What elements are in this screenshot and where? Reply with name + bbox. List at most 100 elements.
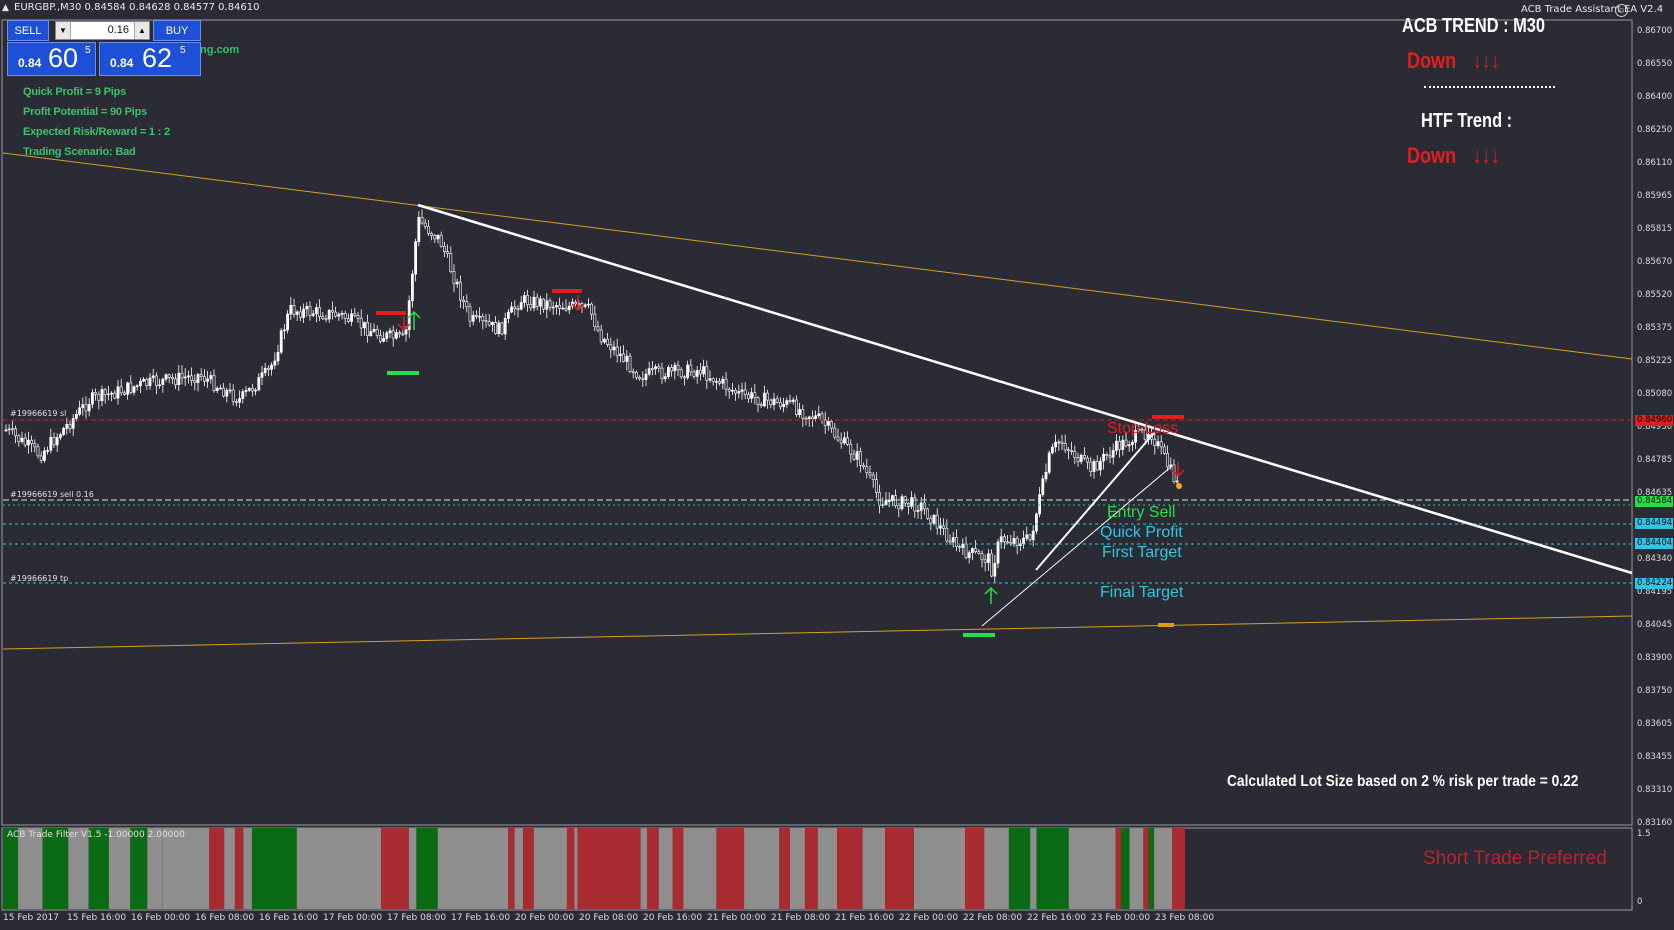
candle-body: [1137, 428, 1141, 431]
lot-increase-icon[interactable]: ▲: [134, 22, 149, 39]
candle-body: [238, 398, 242, 403]
candle-body: [455, 281, 459, 285]
time-axis-label: 23 Feb 08:00: [1155, 913, 1215, 923]
candle-body: [212, 375, 216, 391]
candle-body: [766, 392, 770, 401]
candle-body: [382, 337, 386, 342]
filter-bar: [1115, 828, 1121, 909]
trend-separator: [1424, 86, 1555, 88]
candle-body: [964, 543, 968, 558]
bid-price-button[interactable]: 0.84 60 5: [7, 42, 96, 76]
candle-body: [279, 330, 283, 353]
filter-bar: [574, 828, 578, 909]
candle-body: [628, 355, 632, 373]
candle-body: [970, 548, 974, 553]
candle-body: [567, 305, 571, 311]
candle-body: [462, 299, 466, 303]
filter-bar: [647, 828, 659, 909]
candle-body: [769, 399, 773, 406]
candle-body: [948, 540, 952, 543]
candle-body: [993, 562, 997, 577]
candle-body: [292, 304, 296, 315]
candle-body: [689, 364, 693, 373]
htf-trend-label: HTF Trend :: [1421, 110, 1513, 132]
candle-body: [71, 418, 75, 429]
candle-body: [206, 378, 210, 382]
candle-body: [378, 335, 382, 342]
candle-body: [609, 344, 613, 351]
candle-body: [951, 537, 955, 543]
candle-body: [430, 233, 434, 236]
candle-body: [1028, 534, 1032, 541]
chart-menu-icon[interactable]: ▲: [2, 3, 9, 13]
filter-bar: [68, 828, 89, 909]
buy-button[interactable]: BUY: [153, 20, 201, 41]
candle-body: [590, 303, 594, 315]
filter-bar: [1036, 828, 1069, 909]
quick-profit-price-tag: 0.84494: [1635, 518, 1673, 529]
candle-body: [852, 453, 856, 460]
filter-bar: [508, 828, 515, 909]
candle-body: [1127, 444, 1131, 447]
order-sl-label: #19966619 sl: [10, 409, 67, 418]
descending-trendline[interactable]: [417, 203, 1633, 575]
filter-bar: [805, 828, 818, 909]
candle-body: [49, 436, 53, 451]
candle-body: [1095, 461, 1099, 471]
candle-body: [494, 321, 498, 334]
filter-bar: [296, 828, 382, 909]
candle-body: [583, 304, 587, 307]
candle-body: [772, 398, 776, 406]
candle-body: [490, 321, 494, 326]
filter-bar: [862, 828, 885, 909]
candle-body: [958, 546, 962, 548]
candle-body: [871, 474, 875, 480]
candle-body: [23, 437, 27, 446]
candle-body: [794, 399, 798, 415]
upper-channel-line[interactable]: [2, 152, 1633, 360]
lot-size-value[interactable]: 0.16: [107, 24, 129, 36]
swing-line: [1035, 432, 1155, 571]
filter-bar: [716, 828, 745, 909]
candle-body: [1073, 450, 1077, 459]
target-marker: [1158, 623, 1174, 627]
candle-body: [190, 375, 194, 381]
candle-body: [561, 307, 565, 310]
lot-size-input[interactable]: ▼ 0.16 ▲: [55, 21, 150, 40]
lot-decrease-icon[interactable]: ▼: [56, 22, 71, 39]
candle-body: [999, 536, 1003, 543]
candle-body: [1159, 441, 1163, 448]
candle-body: [727, 388, 731, 392]
candle-body: [868, 472, 872, 476]
filter-bar: [817, 828, 837, 909]
candle-body: [961, 543, 965, 548]
candle-body: [606, 338, 610, 345]
candle-body: [1057, 441, 1061, 444]
candle-body: [263, 367, 267, 374]
candle-body: [87, 403, 91, 412]
candle-body: [231, 389, 235, 402]
ask-price-button[interactable]: 0.84 62 5: [99, 42, 201, 76]
filter-bar: [1129, 828, 1144, 909]
sell-button[interactable]: SELL: [7, 20, 49, 41]
candle-body: [1124, 439, 1128, 447]
candle-body: [670, 367, 674, 372]
bid-price-fraction: 5: [85, 45, 91, 56]
ea-smiley-icon[interactable]: ☺: [1615, 4, 1628, 17]
candle-body: [538, 298, 542, 307]
filter-bar: [3, 828, 19, 909]
candle-body: [273, 360, 277, 366]
candle-body: [740, 389, 744, 392]
filter-bar: [1172, 828, 1185, 909]
candle-body: [679, 369, 683, 378]
candle-body: [247, 388, 251, 391]
lower-channel-line[interactable]: [2, 615, 1633, 650]
candle-body: [132, 386, 136, 393]
filter-bar: [42, 828, 69, 909]
filter-bar: [779, 828, 790, 909]
one-click-trading-panel: SELL ▼ 0.16 ▲ BUY 0.84 60 5 0.84 62 5: [7, 20, 201, 76]
htf-trend-direction: Down: [1407, 143, 1457, 168]
filter-bar: [209, 828, 225, 909]
filter-bar: [18, 828, 43, 909]
